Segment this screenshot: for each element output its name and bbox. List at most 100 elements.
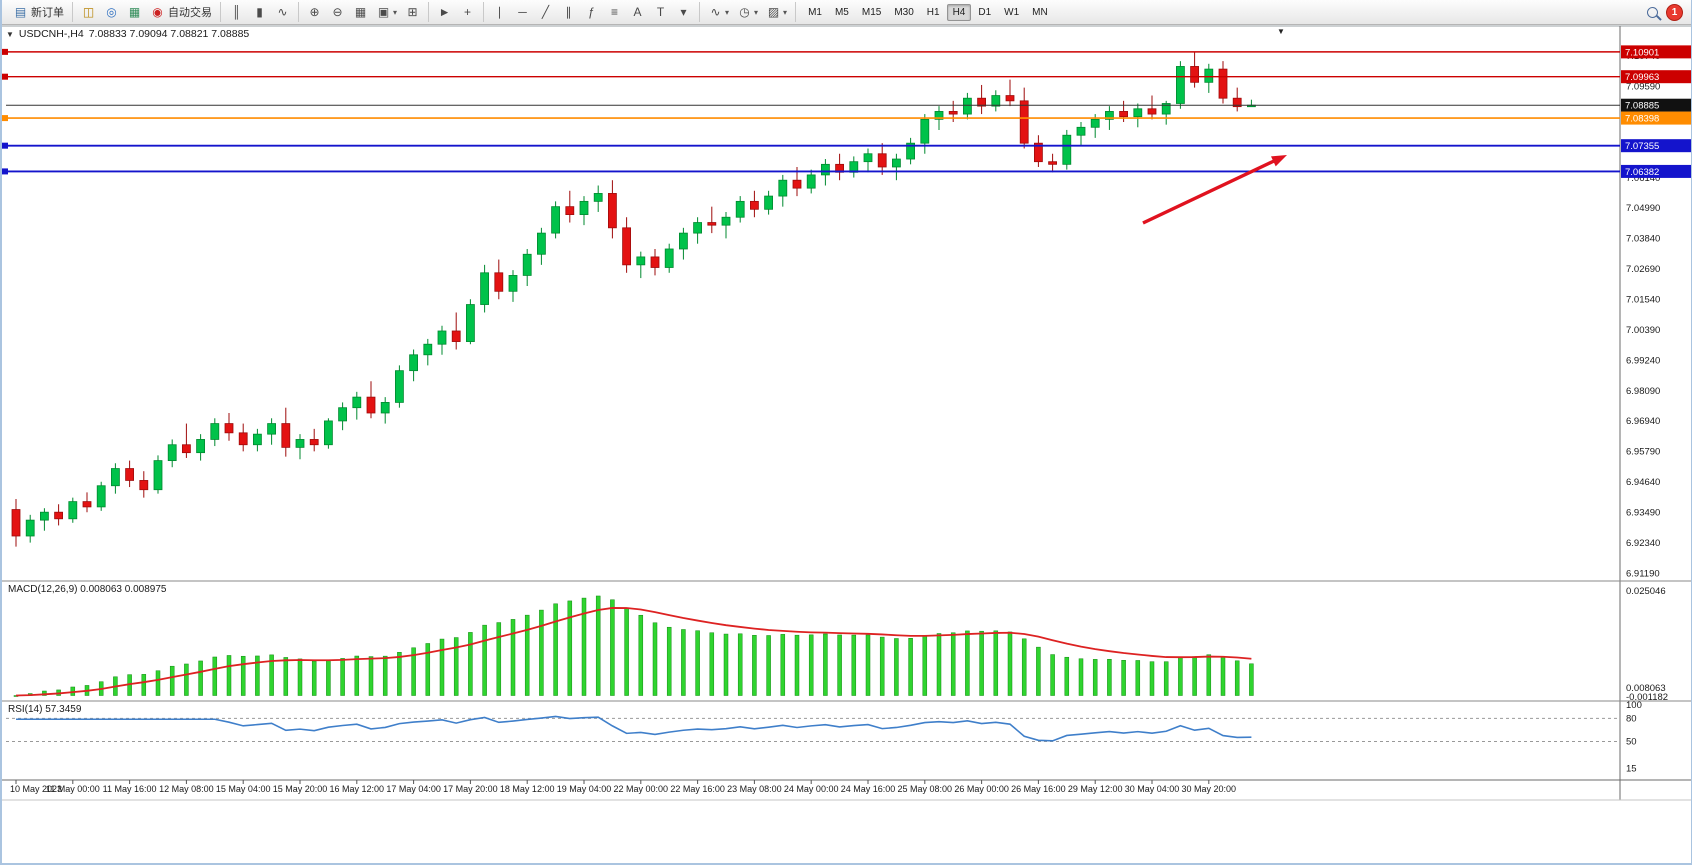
macd-histogram-bar	[638, 614, 644, 696]
macd-histogram-bar	[1021, 638, 1027, 696]
indicators-button[interactable]: ∿ ▾	[705, 4, 732, 20]
candlestick-chart-icon: ▮	[256, 5, 263, 19]
market-watch-icon: ◫	[82, 5, 95, 19]
support-line-1-badge	[1621, 139, 1691, 153]
support-line-2-handle[interactable]	[2, 168, 8, 175]
time-axis-label: 30 May 20:00	[1182, 784, 1237, 794]
macd-histogram-bar	[780, 634, 786, 696]
periods-button[interactable]: ◷ ▾	[734, 4, 761, 20]
macd-histogram-bar	[439, 638, 445, 696]
fibonacci-button[interactable]: ƒ	[581, 4, 602, 20]
macd-axis-label: 0.008063	[1626, 683, 1666, 694]
candle	[125, 460, 134, 488]
resistance-line-2-badge	[1621, 70, 1691, 84]
price-axis-label: 7.02690	[1626, 264, 1660, 275]
candle	[167, 439, 177, 468]
objects-group: ∣ ─ ╱ ∥ ƒ ≡ A T ▾	[484, 2, 701, 22]
candle-body	[806, 174, 816, 189]
candle	[465, 299, 475, 345]
resistance-line-2-handle[interactable]	[2, 73, 8, 80]
time-axis-label: 24 May 00:00	[784, 784, 839, 794]
terminal-window-button[interactable]: ▦	[124, 4, 145, 20]
candlestick-chart-button[interactable]: ▮	[249, 4, 270, 20]
rsi-axis-label: 15	[1626, 763, 1637, 774]
line-chart-button[interactable]: ∿	[272, 4, 293, 20]
candle-body	[380, 402, 390, 414]
equidistant-channel-button[interactable]: ∥	[558, 4, 579, 20]
candle-body	[693, 222, 702, 234]
cursor-group: ► +	[429, 2, 485, 22]
current-price-line-badge-label: 7.08885	[1625, 101, 1659, 112]
candle-body	[1034, 142, 1043, 163]
macd-axis-label: 0.025046	[1626, 586, 1666, 597]
timeframe-M15[interactable]: M15	[861, 6, 882, 18]
zoom-out-button[interactable]: ⊖	[327, 4, 348, 20]
text-label-button[interactable]: T	[650, 4, 671, 20]
candle	[565, 190, 575, 223]
candle-body	[153, 460, 163, 491]
candle	[111, 463, 120, 494]
candle-body	[1232, 97, 1242, 108]
market-watch-button[interactable]: ◫	[78, 4, 99, 20]
support-line-1-handle[interactable]	[2, 142, 8, 149]
vertical-line-button[interactable]: ∣	[489, 4, 510, 20]
search-icon[interactable]	[1647, 6, 1658, 18]
price-axis-label: 6.93490	[1626, 507, 1660, 518]
trend-arrow-head[interactable]	[1271, 155, 1287, 167]
candle-body	[1147, 108, 1157, 115]
candle-body	[565, 206, 575, 215]
trend-arrow[interactable]	[1142, 159, 1275, 225]
pivot-line-handle[interactable]	[2, 115, 8, 122]
chart-canvas[interactable]: 7.107407.095907.084407.072907.061407.049…	[0, 24, 1692, 865]
support-line-1-badge-label: 7.07355	[1625, 141, 1659, 152]
timeframe-M5[interactable]: M5	[834, 6, 849, 18]
timeframe-W1[interactable]: W1	[1004, 6, 1020, 18]
timeframe-MN[interactable]: MN	[1032, 6, 1048, 18]
navigator-button[interactable]: ◎	[101, 4, 122, 20]
auto-scroll-button[interactable]: ⊞	[402, 4, 423, 20]
resistance-line-1-badge-label: 7.10901	[1625, 47, 1659, 58]
chart-ohlc-values: 7.08833 7.09094 7.08821 7.08885	[88, 28, 250, 40]
horizontal-line-button[interactable]: ─	[512, 4, 533, 20]
text-button[interactable]: A	[627, 4, 648, 20]
chart-shift-marker-icon[interactable]: ▼	[1277, 27, 1285, 36]
bar-chart-button[interactable]: ║	[226, 4, 247, 20]
support-line-2-badge	[1621, 164, 1691, 178]
candle	[153, 455, 163, 494]
equidistant-channel-icon: ∥	[565, 5, 572, 19]
timeframe-M1[interactable]: M1	[808, 6, 822, 18]
candle-body	[721, 216, 731, 226]
templates-caret-icon: ▾	[783, 7, 788, 17]
macd-histogram-bar	[1234, 660, 1240, 696]
objects-more-button[interactable]: ▾	[673, 4, 694, 20]
time-axis-label: 19 May 04:00	[557, 784, 612, 794]
time-axis-label: 25 May 08:00	[898, 784, 953, 794]
candle	[252, 428, 262, 452]
zoom-in-button[interactable]: ⊕	[304, 4, 325, 20]
timeframe-D1[interactable]: D1	[978, 6, 992, 18]
chart-list-button[interactable]: ▣ ▾	[373, 4, 400, 20]
timeframe-H4[interactable]: H4	[946, 3, 972, 21]
crosshair-button[interactable]: +	[457, 4, 478, 20]
macd-histogram-bar	[496, 622, 502, 696]
trendline-button[interactable]: ╱	[535, 4, 556, 20]
candle-body	[1133, 108, 1143, 118]
templates-button[interactable]: ▨ ▾	[763, 4, 790, 20]
auto-trading-button[interactable]: ◉ 自动交易	[147, 3, 215, 21]
candle	[380, 397, 390, 424]
candle	[1062, 129, 1072, 170]
collapse-icon[interactable]: ▼	[6, 29, 14, 39]
candle	[537, 227, 546, 265]
candle-body	[54, 511, 63, 520]
auto-trading-label: 自动交易	[168, 7, 212, 19]
shapes-button[interactable]: ≡	[604, 4, 625, 20]
candle-body	[792, 179, 802, 189]
timeframe-M30[interactable]: M30	[894, 6, 914, 18]
timeframe-H1[interactable]: H1	[926, 6, 940, 18]
new-order-button[interactable]: ▤ 新订单	[10, 3, 67, 21]
cursor-button[interactable]: ►	[434, 4, 455, 20]
tile-windows-button[interactable]: ▦	[350, 4, 371, 20]
notification-badge[interactable]: 1	[1666, 3, 1683, 21]
candle	[480, 264, 490, 313]
resistance-line-1-handle[interactable]	[2, 48, 8, 55]
